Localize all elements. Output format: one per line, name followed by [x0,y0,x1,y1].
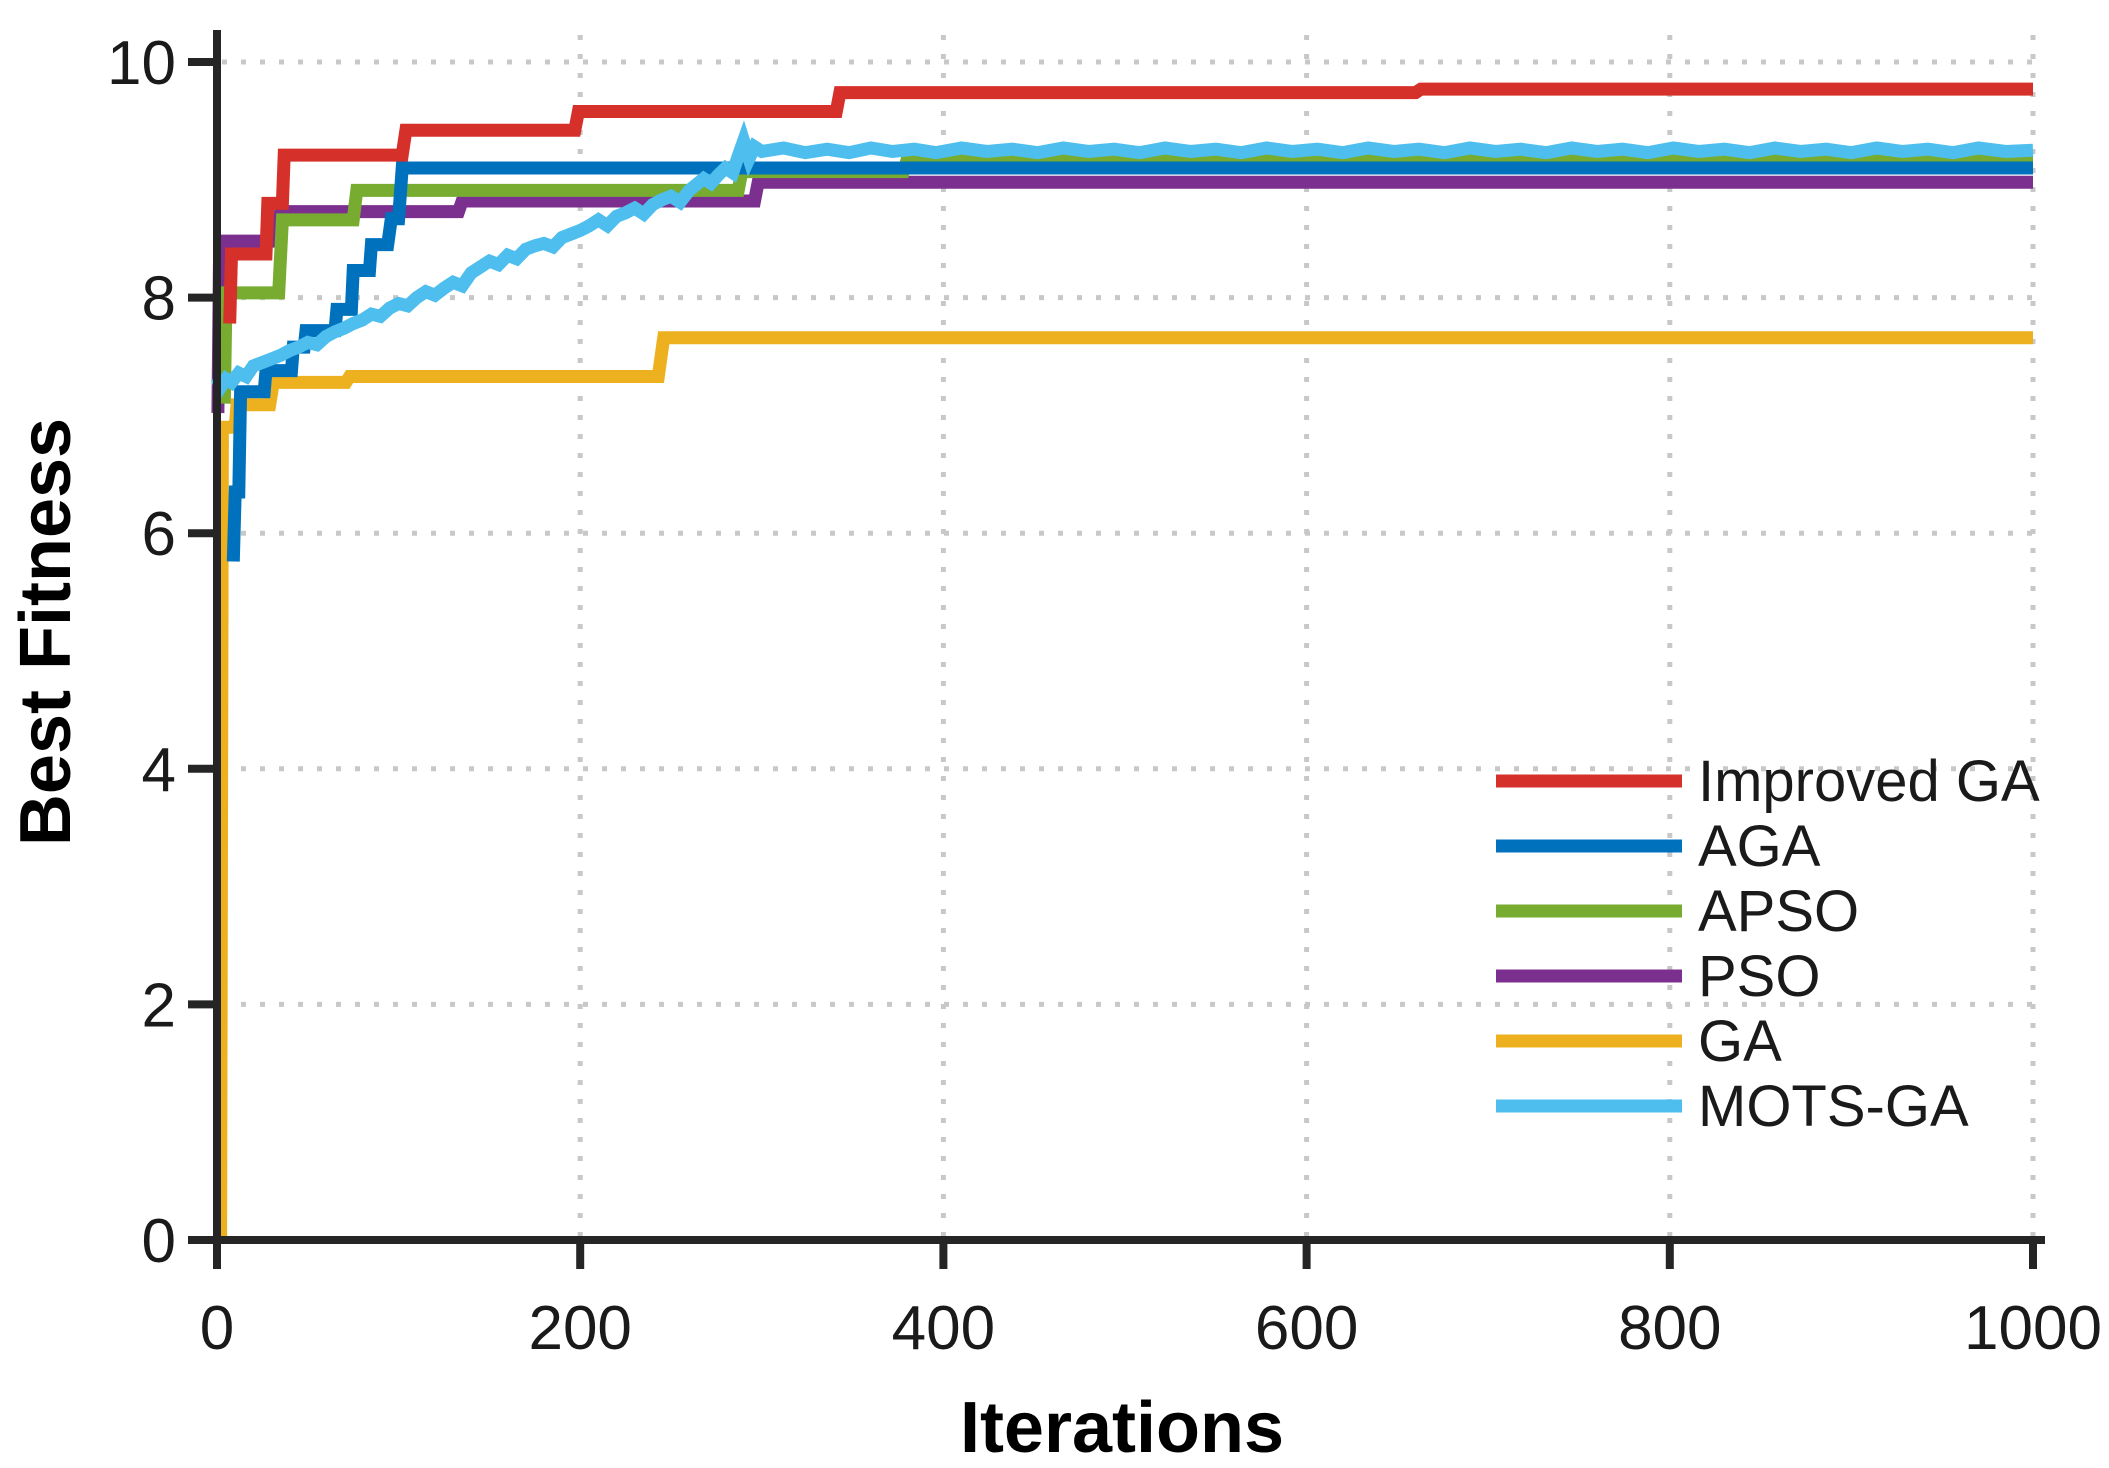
series-line-ga [214,331,2033,1241]
legend-label-apso: APSO [1698,879,1859,944]
legend-label-improved-ga: Improved GA [1698,749,2040,814]
y-tick-label-4: 4 [142,736,176,805]
x-tick-label-400: 400 [892,1294,995,1363]
series-line-mots-ga [210,120,2034,402]
legend-label-pso: PSO [1698,944,1821,1009]
legend-item-apso: APSO [1496,879,1859,944]
series-line-pso [211,175,2033,414]
y-tick-label-2: 2 [142,971,176,1040]
y-axis-label: Best Fitness [6,418,86,846]
series-lines [210,82,2034,1241]
y-tick-label-10: 10 [107,29,176,98]
x-tick-label-1000: 1000 [1964,1294,2102,1363]
legend-label-ga: GA [1698,1009,1782,1074]
axes [188,30,2045,1269]
series-line-aga [226,161,2033,562]
legend-item-improved-ga: Improved GA [1496,749,2040,814]
legend-item-aga: AGA [1496,814,1821,879]
x-axis-label: Iterations [960,1388,1284,1468]
legend-item-mots-ga: MOTS-GA [1496,1074,1969,1139]
y-tick-label-6: 6 [142,500,176,569]
series-line-improved-ga [223,82,2033,324]
x-tick-label-0: 0 [200,1294,234,1363]
x-tick-label-200: 200 [528,1294,631,1363]
x-tick-label-600: 600 [1255,1294,1358,1363]
legend-label-mots-ga: MOTS-GA [1698,1074,1969,1139]
legend-item-ga: GA [1496,1009,1782,1074]
x-tick-label-800: 800 [1618,1294,1721,1363]
tick-labels: 0 2 4 6 8 10 0 200 400 600 800 1000 [107,29,2102,1363]
legend-label-aga: AGA [1698,814,1821,879]
y-tick-label-0: 0 [142,1207,176,1276]
y-tick-label-8: 8 [142,265,176,334]
series-line-apso [217,153,2033,404]
legend-item-pso: PSO [1496,944,1821,1009]
